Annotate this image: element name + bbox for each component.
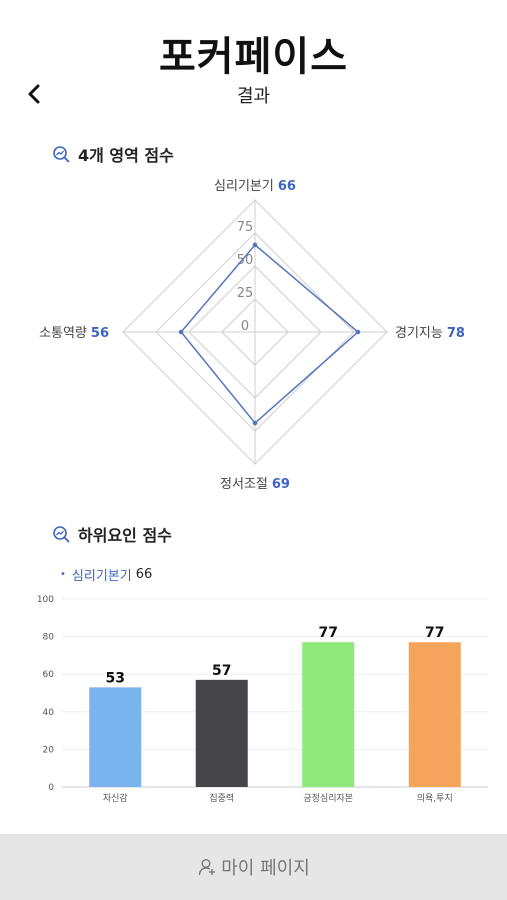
subfactor-legend: • 심리기본기 66 bbox=[60, 565, 152, 584]
radar-axis-label: 소통역량 56 bbox=[39, 326, 109, 341]
bar-value-label: 57 bbox=[212, 663, 231, 679]
radar-tick-label: 25 bbox=[237, 286, 254, 301]
subfactor-section-title: 하위요인 점수 bbox=[78, 526, 172, 545]
legend-value: 66 bbox=[135, 567, 153, 582]
radar-data-point bbox=[252, 420, 258, 426]
radar-axis-name: 심리기본기 bbox=[214, 179, 274, 194]
bar-y-tick-label: 20 bbox=[43, 745, 55, 755]
app-title: 포커페이스 bbox=[159, 34, 348, 80]
bar-2 bbox=[195, 679, 248, 787]
subfactor-section-header: 하위요인 점수 bbox=[52, 523, 172, 545]
radar-axis-name: 경기지능 bbox=[395, 326, 443, 341]
bar-value-label: 77 bbox=[425, 625, 444, 641]
bar-1 bbox=[89, 687, 142, 787]
chevron-left-icon bbox=[28, 84, 40, 104]
radar-axis-value: 69 bbox=[272, 477, 290, 492]
radar-axis-value: 56 bbox=[91, 326, 109, 341]
radar-data-point bbox=[355, 329, 361, 335]
search-chart-icon bbox=[53, 146, 70, 163]
bar-category-label: 집중력 bbox=[209, 792, 234, 804]
radar-axis-label: 경기지능 78 bbox=[395, 326, 465, 341]
bar-chart: 0 20 40 60 80 100 53 자신감 57 집중력 77 긍정심리자본 77 의욕,투지 bbox=[37, 595, 488, 804]
radar-axis-name: 소통역량 bbox=[39, 326, 87, 341]
radar-data-series bbox=[180, 243, 360, 425]
bar-3 bbox=[302, 642, 355, 787]
back-button[interactable] bbox=[22, 80, 48, 108]
bar-y-tick-label: 80 bbox=[43, 633, 55, 643]
radar-data-point bbox=[178, 329, 184, 335]
bar-y-tick-label: 60 bbox=[43, 670, 55, 680]
radar-section-title: 4개 영역 점수 bbox=[78, 146, 174, 165]
search-chart-icon bbox=[53, 526, 70, 543]
bar-category-label: 긍정심리자본 bbox=[303, 793, 353, 804]
bar-category-label: 자신감 bbox=[103, 792, 128, 804]
my-page-button[interactable]: 마이 페이지 bbox=[0, 834, 507, 900]
bar-y-tick-label: 40 bbox=[43, 708, 55, 718]
bar-4 bbox=[408, 642, 461, 787]
radar-axis-value: 66 bbox=[278, 179, 296, 194]
bar-value-label: 77 bbox=[319, 625, 338, 641]
bar-category-label: 의욕,투지 bbox=[417, 793, 453, 804]
bar-y-tick-label: 100 bbox=[37, 595, 54, 605]
user-plus-icon bbox=[199, 859, 216, 876]
legend-name: 심리기본기 bbox=[71, 569, 132, 584]
my-page-label: 마이 페이지 bbox=[221, 858, 310, 879]
radar-tick-label: 75 bbox=[237, 220, 254, 235]
radar-axis-label: 심리기본기 66 bbox=[214, 179, 296, 194]
radar-section-header: 4개 영역 점수 bbox=[52, 143, 174, 165]
legend-bullet: • bbox=[60, 569, 66, 580]
radar-axis-label: 정서조절 69 bbox=[220, 477, 290, 492]
radar-axis-value: 78 bbox=[447, 326, 465, 341]
radar-axis-name: 정서조절 bbox=[220, 477, 268, 492]
radar-chart: 0 25 50 75 심리기본기 66 경기지능 78 정서조절 69 소통역량 56 bbox=[39, 179, 465, 492]
bar-value-label: 53 bbox=[106, 670, 125, 686]
radar-tick-label: 0 bbox=[241, 319, 249, 334]
radar-tick-label: 50 bbox=[237, 253, 254, 268]
page-title: 결과 bbox=[236, 86, 271, 107]
bar-y-tick-label: 0 bbox=[48, 783, 54, 793]
radar-data-point bbox=[252, 242, 258, 248]
